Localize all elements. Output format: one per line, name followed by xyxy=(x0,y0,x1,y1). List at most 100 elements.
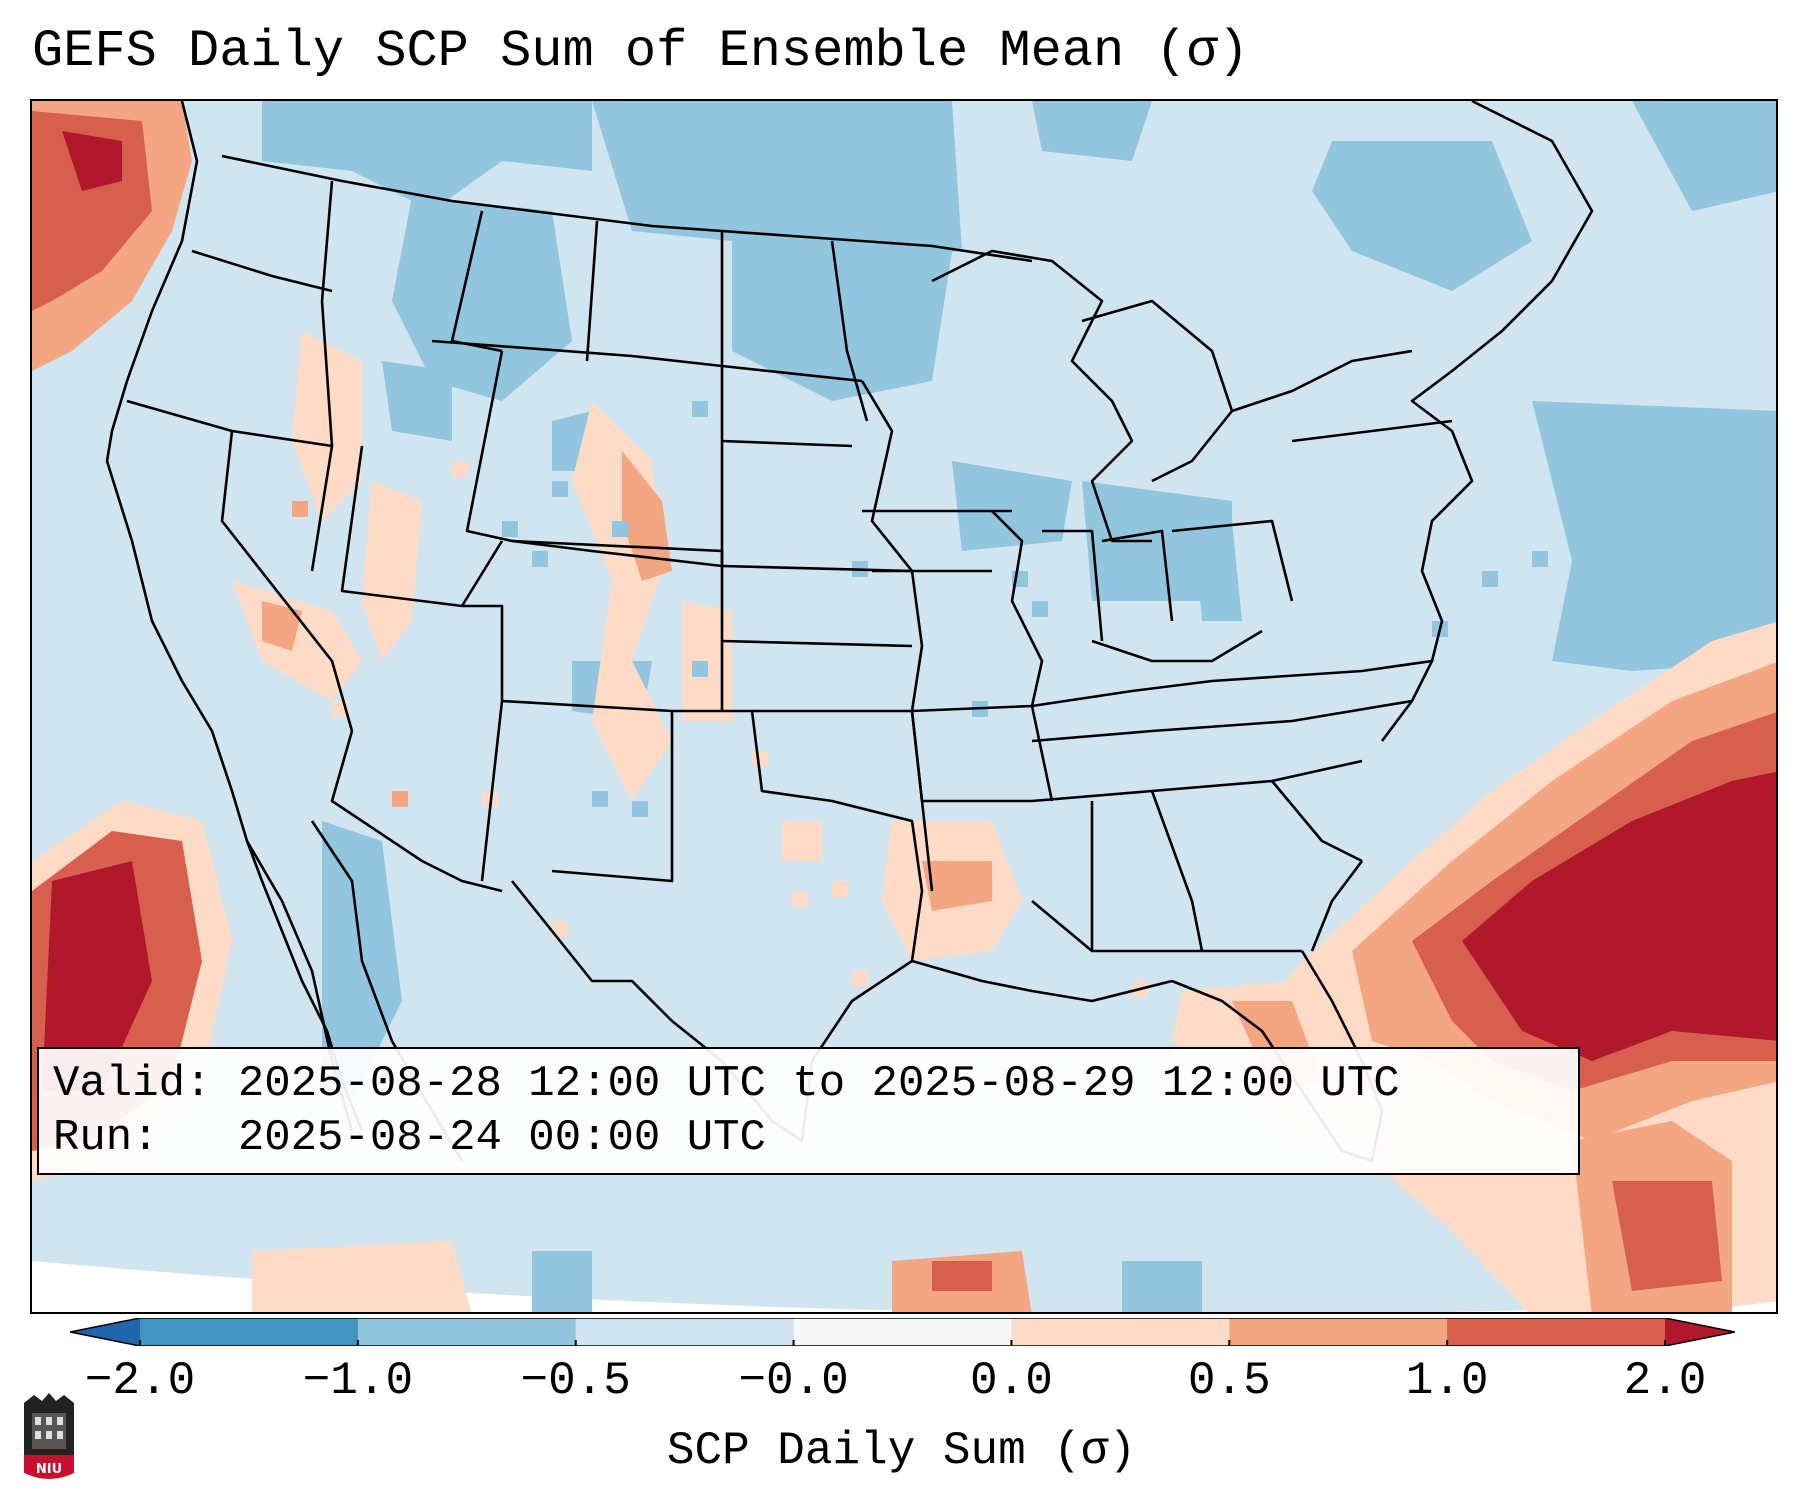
colorbar-svg xyxy=(69,1317,1736,1347)
negative-anomaly-area xyxy=(952,461,1072,551)
border-line xyxy=(1091,629,1263,663)
positive-anomaly-area xyxy=(252,1241,471,1312)
valid-run-box: Valid: 2025-08-28 12:00 UTC to 2025-08-2… xyxy=(37,1047,1580,1175)
border-line xyxy=(1310,860,1364,952)
svg-text:NIU: NIU xyxy=(36,1462,62,1477)
run-value: 2025-08-24 00:00 UTC xyxy=(237,1113,766,1163)
negative-anomaly-area xyxy=(592,101,962,261)
border-line xyxy=(1231,349,1413,413)
colorbar-bin xyxy=(575,1318,795,1346)
border-line xyxy=(1171,519,1294,602)
border-line xyxy=(1031,900,1302,953)
colorbar-tick-label: 2.0 xyxy=(1623,1355,1707,1407)
anomaly-cell xyxy=(792,891,808,907)
anomaly-cell xyxy=(852,971,868,987)
anomaly-cell xyxy=(632,801,648,817)
border-line xyxy=(830,240,869,422)
negative-anomaly-area xyxy=(1532,401,1776,671)
border-line xyxy=(721,639,913,648)
colorbar-tick-label: −2.0 xyxy=(84,1355,196,1407)
border-line xyxy=(450,210,503,353)
colorbar-bin xyxy=(1229,1318,1448,1346)
positive-anomaly-area xyxy=(62,131,122,191)
negative-anomaly-area xyxy=(262,101,592,211)
colorbar-over-extend xyxy=(1665,1318,1735,1346)
anomaly-cell xyxy=(552,921,568,937)
colorbar-tick-label: −0.5 xyxy=(520,1355,631,1407)
negative-anomaly-area xyxy=(1632,101,1776,211)
colorbar-tick-label: 0.0 xyxy=(970,1355,1053,1407)
border-line xyxy=(340,445,463,608)
border-line xyxy=(310,180,334,572)
niu-logo-icon: NIU xyxy=(24,1393,74,1479)
negative-anomaly-area xyxy=(392,196,572,401)
positive-anomaly-area xyxy=(262,601,302,651)
positive-anomaly-area xyxy=(362,481,422,661)
colorbar-bin xyxy=(1011,1318,1230,1346)
anomaly-cell xyxy=(612,521,628,537)
colorbar xyxy=(69,1317,1736,1347)
anomaly-cell xyxy=(532,551,548,567)
anomaly-cell xyxy=(452,461,468,477)
negative-anomaly-area xyxy=(1192,501,1242,621)
border-line xyxy=(1031,659,1433,708)
run-label: Run: xyxy=(53,1113,159,1163)
border-line xyxy=(585,220,599,362)
chart-title: GEFS Daily SCP Sum of Ensemble Mean (σ) xyxy=(32,22,1249,81)
anomaly-cell xyxy=(1032,601,1048,617)
border-line xyxy=(911,959,1173,1003)
positive-anomaly-area xyxy=(1612,1181,1722,1291)
colorbar-bin xyxy=(1447,1318,1666,1346)
colorbar-bin xyxy=(140,1318,359,1346)
anomaly-cell xyxy=(752,751,768,767)
anomaly-cell xyxy=(1532,551,1548,567)
negative-anomaly-area xyxy=(382,361,452,441)
anomaly-cell xyxy=(1482,571,1498,587)
border-line xyxy=(1031,699,1413,743)
border-line xyxy=(105,101,354,1132)
border-line xyxy=(1042,529,1104,642)
anomaly-cell xyxy=(832,881,848,897)
border-line xyxy=(1271,780,1363,863)
border-line xyxy=(991,510,1044,707)
border-line xyxy=(860,380,934,892)
positive-anomaly-area xyxy=(922,861,992,911)
border-line xyxy=(330,730,503,893)
positive-anomaly-area xyxy=(1462,771,1776,1061)
colorbar-tick-label: −1.0 xyxy=(302,1355,414,1407)
border-line xyxy=(462,604,504,701)
anomaly-cell xyxy=(392,791,408,807)
positive-anomaly-area xyxy=(782,821,822,861)
negative-anomaly-area xyxy=(1312,141,1532,291)
anomaly-cell xyxy=(502,521,518,537)
border-line xyxy=(1291,419,1453,443)
positive-anomaly-area xyxy=(292,331,362,521)
negative-anomaly-area xyxy=(532,1251,592,1312)
border-line xyxy=(221,154,1033,263)
border-line xyxy=(501,699,673,713)
border-line xyxy=(1150,790,1204,952)
colorbar-under-extend xyxy=(70,1318,140,1346)
border-line xyxy=(1031,759,1363,803)
valid-label: Valid: xyxy=(53,1059,212,1109)
colorbar-label: SCP Daily Sum (σ) xyxy=(666,1425,1137,1477)
border-line xyxy=(220,430,354,732)
anomaly-cell xyxy=(592,791,608,807)
border-line xyxy=(931,249,1152,543)
state-borders xyxy=(105,101,1594,1163)
border-line xyxy=(191,249,333,293)
colorbar-ticks: −2.0 −1.0 −0.5 −0.0 0.0 0.5 1.0 2.0 xyxy=(0,1355,1803,1415)
anomaly-cell xyxy=(692,401,708,417)
border-line xyxy=(1380,101,1594,742)
colorbar-bin xyxy=(357,1318,577,1346)
border-line xyxy=(1101,529,1174,622)
anomaly-cell xyxy=(692,661,708,677)
border-line xyxy=(721,439,853,448)
border-line xyxy=(460,540,504,607)
border-line xyxy=(480,700,504,882)
colorbar-tick-label: −0.0 xyxy=(738,1355,849,1407)
border-line xyxy=(1081,299,1234,483)
positive-anomaly-area xyxy=(42,861,152,1091)
valid-value: 2025-08-28 12:00 UTC to 2025-08-29 12:00… xyxy=(237,1059,1400,1109)
positive-anomaly-area xyxy=(932,1261,992,1291)
